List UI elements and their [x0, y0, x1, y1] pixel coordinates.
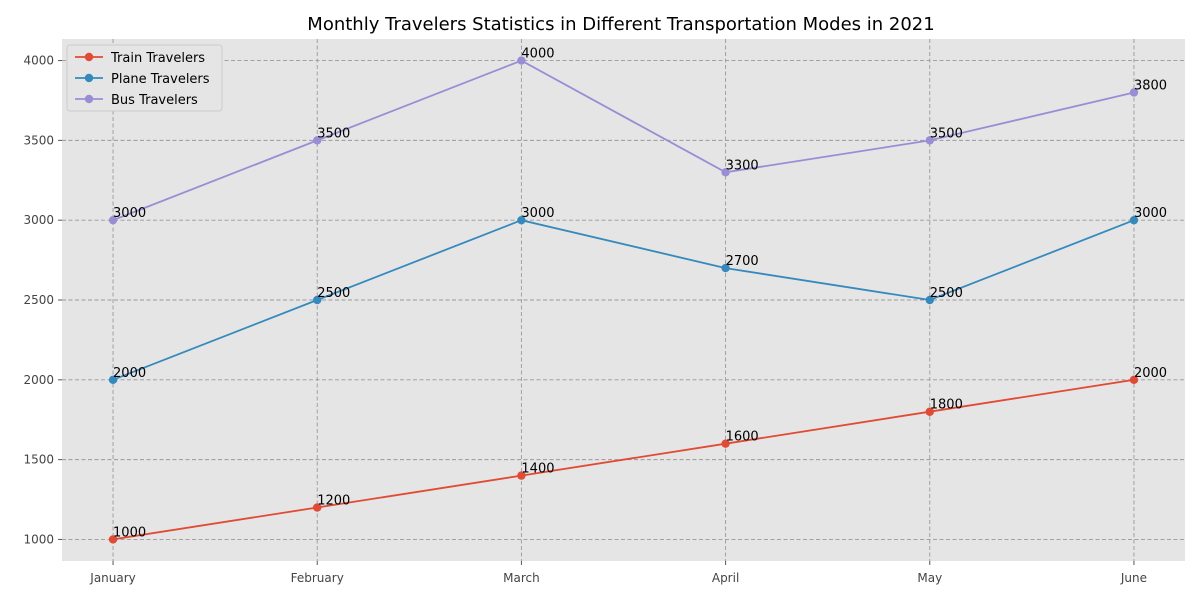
y-tick-label: 2000 [23, 373, 54, 387]
data-point [313, 136, 322, 145]
data-label: 1200 [317, 494, 350, 509]
data-point [925, 295, 934, 305]
data-label: 3000 [1134, 206, 1167, 221]
data-point [108, 375, 118, 385]
legend: Train Travelers Plane Travelers Bus Travel… [66, 44, 223, 112]
series-line [112, 219, 1135, 381]
legend-item-label: Plane Travelers [111, 72, 210, 87]
data-point [313, 503, 322, 512]
data-label: 2000 [1134, 366, 1167, 381]
data-point [1129, 88, 1139, 97]
data-point [108, 535, 118, 544]
data-label: 3500 [317, 126, 350, 141]
data-point [517, 215, 526, 225]
data-label: 2000 [113, 366, 146, 381]
chart-title: Monthly Travelers Statistics in Differen… [307, 14, 934, 35]
legend-box [66, 44, 223, 112]
data-label: 3500 [930, 126, 963, 141]
data-point [1129, 375, 1139, 385]
series [108, 56, 1139, 544]
x-tick-label: February [291, 571, 344, 585]
data-point [1129, 215, 1139, 225]
data-point [108, 215, 118, 225]
data-point [517, 471, 526, 480]
legend-swatch-marker [84, 52, 94, 62]
x-tick-label: January [89, 571, 136, 585]
data-point [925, 407, 934, 416]
y-tick-label: 3500 [23, 133, 54, 147]
data-label: 3800 [1134, 78, 1167, 93]
data-label: 2500 [317, 286, 350, 301]
data-point [517, 56, 526, 65]
data-point [313, 295, 322, 305]
series-line [112, 378, 1135, 541]
data-label: 1600 [726, 430, 759, 445]
data-label: 2500 [930, 286, 963, 301]
data-point [721, 168, 730, 177]
series-line [112, 59, 1135, 222]
data-label: 1000 [113, 525, 146, 540]
data-point [721, 439, 730, 448]
y-tick-label: 2500 [23, 293, 54, 307]
y-tick-label: 4000 [23, 54, 54, 68]
y-tick-label: 1000 [23, 532, 54, 546]
data-label: 3000 [113, 206, 146, 221]
data-label: 1400 [521, 462, 554, 477]
legend-swatch-marker [84, 73, 94, 83]
data-label: 3300 [726, 158, 759, 173]
legend-item-label: Bus Travelers [111, 93, 198, 108]
legend-swatch-marker [84, 94, 94, 104]
data-label: 3000 [521, 206, 554, 221]
y-tick-label: 1500 [23, 453, 54, 467]
x-tick-label: June [1120, 571, 1147, 585]
legend-item-label: Train Travelers [110, 51, 205, 66]
x-tick-label: May [917, 571, 942, 585]
data-label: 2700 [726, 254, 759, 269]
data-point [721, 263, 730, 273]
y-tick-label: 3000 [23, 213, 54, 227]
x-tick-label: April [712, 571, 739, 585]
data-label: 4000 [521, 47, 554, 62]
data-label: 1800 [930, 398, 963, 413]
data-point [925, 136, 934, 145]
data-labels: 1000 1200 1400 1600 1800 2000 2000 2500 3000 2700… [113, 47, 1167, 541]
axes: January February March April May June 1000 1500… [23, 54, 1147, 585]
x-tick-label: March [503, 571, 540, 585]
